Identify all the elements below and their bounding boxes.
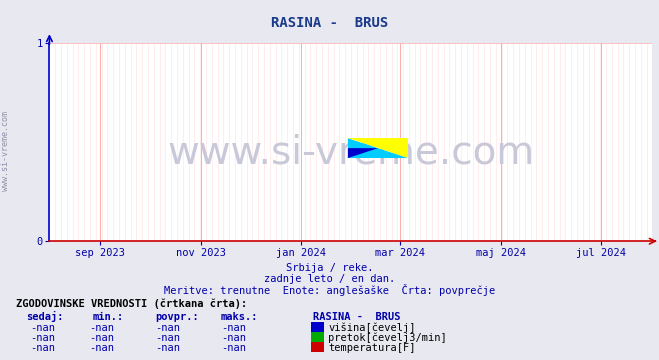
Polygon shape [348, 138, 408, 158]
Text: pretok[čevelj3/min]: pretok[čevelj3/min] [328, 332, 447, 343]
Text: sedaj:: sedaj: [26, 311, 64, 322]
Text: povpr.:: povpr.: [155, 312, 198, 322]
Text: Meritve: trenutne  Enote: anglešaške  Črta: povprečje: Meritve: trenutne Enote: anglešaške Črta… [164, 284, 495, 296]
Text: www.si-vreme.com: www.si-vreme.com [167, 133, 534, 171]
Text: -nan: -nan [90, 333, 115, 343]
Text: -nan: -nan [30, 333, 55, 343]
Polygon shape [348, 138, 408, 158]
Text: temperatura[F]: temperatura[F] [328, 343, 416, 353]
Text: zadnje leto / en dan.: zadnje leto / en dan. [264, 274, 395, 284]
Text: -nan: -nan [90, 323, 115, 333]
Text: -nan: -nan [221, 343, 246, 353]
Text: ZGODOVINSKE VREDNOSTI (črtkana črta):: ZGODOVINSKE VREDNOSTI (črtkana črta): [16, 299, 248, 310]
Text: www.si-vreme.com: www.si-vreme.com [1, 111, 10, 191]
Text: maks.:: maks.: [221, 312, 258, 322]
Text: -nan: -nan [221, 333, 246, 343]
Text: -nan: -nan [90, 343, 115, 353]
Text: višina[čevelj]: višina[čevelj] [328, 322, 416, 333]
Text: RASINA -  BRUS: RASINA - BRUS [271, 17, 388, 30]
Text: -nan: -nan [221, 323, 246, 333]
Text: RASINA -  BRUS: RASINA - BRUS [313, 312, 401, 322]
Polygon shape [348, 148, 378, 158]
Text: -nan: -nan [156, 323, 181, 333]
Text: -nan: -nan [30, 323, 55, 333]
Text: -nan: -nan [156, 343, 181, 353]
Text: -nan: -nan [156, 333, 181, 343]
Text: min.:: min.: [92, 312, 123, 322]
Text: -nan: -nan [30, 343, 55, 353]
Text: Srbija / reke.: Srbija / reke. [286, 263, 373, 273]
